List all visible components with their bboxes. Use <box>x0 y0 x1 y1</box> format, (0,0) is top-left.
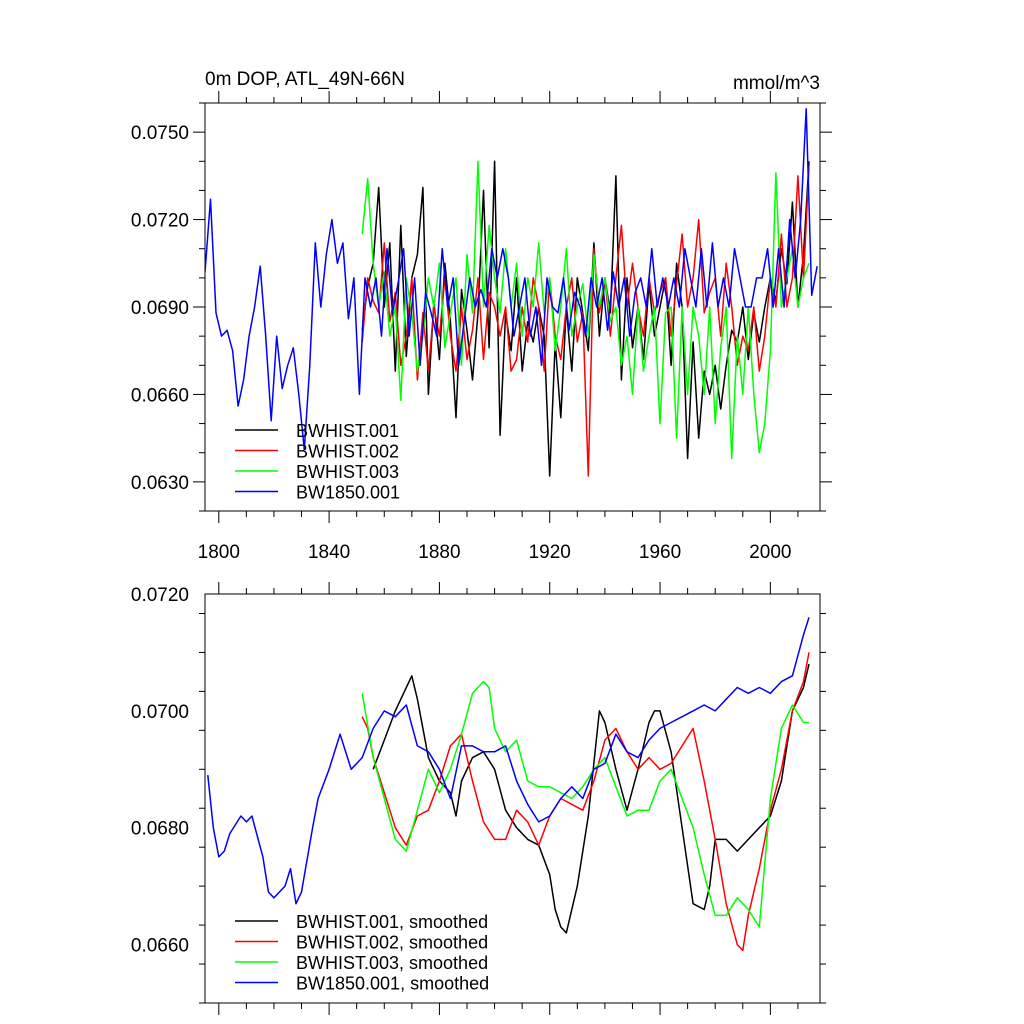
chart-title: 0m DOP, ATL_49N-66N <box>205 69 405 90</box>
legend-label: BW1850.001, smoothed <box>296 974 489 994</box>
legend-label: BWHIST.003 <box>296 462 399 482</box>
x-tick-label: 1920 <box>529 542 571 563</box>
series-line-bwhist-003-smoothed <box>361 680 809 928</box>
y-tick-label: 0.0700 <box>131 702 189 723</box>
series-lines <box>207 617 810 952</box>
legend-label: BWHIST.003, smoothed <box>296 953 488 973</box>
plot-frame <box>204 593 821 1004</box>
x-tick-label: 1880 <box>418 542 460 563</box>
y-tick-label: 0.0630 <box>131 473 189 494</box>
x-tick-label: 1840 <box>308 542 350 563</box>
series-line-bwhist-003 <box>361 160 810 460</box>
panel-bottom: 0.0660 0.0680 0.0700 0.0720 BWHIST.001, smoo… <box>131 582 826 1015</box>
legend-label: BWHIST.002 <box>296 442 399 462</box>
legend-label: BWHIST.002, smoothed <box>296 933 488 953</box>
y-tick-label: 0.0750 <box>131 123 189 144</box>
y-tick-label: 0.0660 <box>131 936 189 957</box>
legend-label: BW1850.001 <box>296 483 400 503</box>
x-tick-label: 1960 <box>639 542 681 563</box>
y-tick-label: 0.0680 <box>131 819 189 840</box>
series-lines <box>205 108 818 477</box>
x-tick-label: 1800 <box>198 542 240 563</box>
y-tick-label: 0.0660 <box>131 385 189 406</box>
y-tick-label: 0.0720 <box>131 211 189 232</box>
series-line-bw1850-001-smoothed <box>207 617 810 905</box>
series-line-bwhist-002 <box>361 167 810 477</box>
x-tick-label: 2000 <box>749 542 791 563</box>
panel-top: 0.0630 0.0660 0.0690 0.0720 0.0750 1800 1840 18… <box>131 69 832 563</box>
units-label: mmol/m^3 <box>733 73 820 94</box>
legend-label: BWHIST.001, smoothed <box>296 912 488 932</box>
legend-label: BWHIST.001 <box>296 421 399 441</box>
y-tick-label: 0.0720 <box>131 585 189 606</box>
y-tick-label: 0.0690 <box>131 298 189 319</box>
series-line-bw1850-001 <box>205 108 818 451</box>
series-line-bwhist-002-smoothed <box>361 652 810 952</box>
